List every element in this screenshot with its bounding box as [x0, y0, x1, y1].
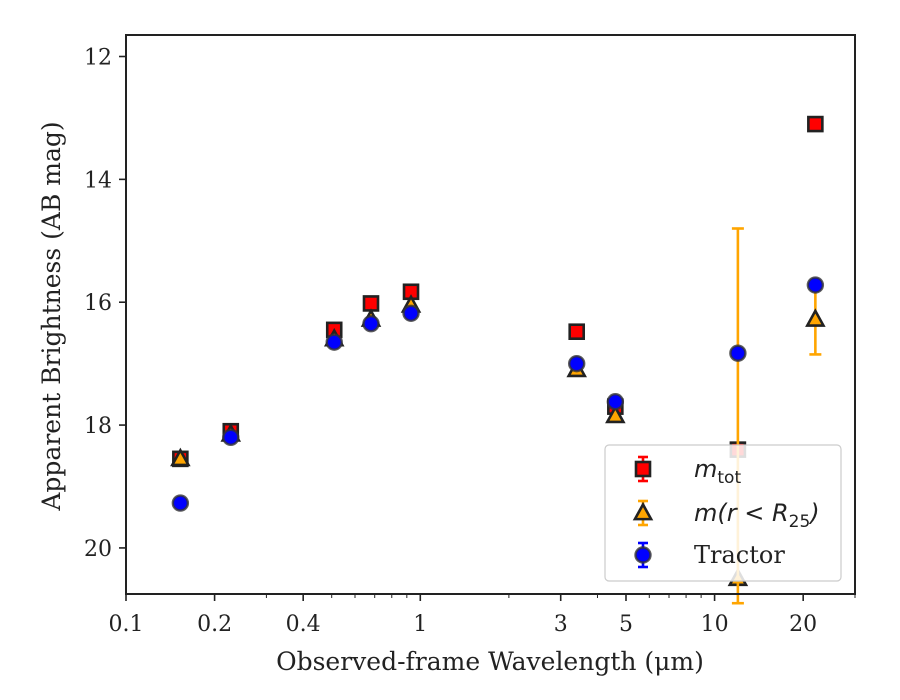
data-point-circle — [729, 344, 747, 362]
data-point-triangle — [170, 447, 191, 467]
legend-box — [604, 444, 842, 582]
y-axis-label: Apparent Brightness (AB mag) — [37, 121, 66, 511]
y-tick-label: 18 — [84, 414, 112, 439]
legend-marker-square — [634, 460, 652, 478]
data-point-circle — [362, 315, 380, 333]
legend-label: Tractor — [694, 541, 785, 569]
data-point-circle — [222, 428, 240, 447]
x-tick-label: 10 — [701, 612, 729, 637]
data-point-circle — [568, 354, 586, 373]
x-tick-label: 3 — [554, 612, 568, 637]
legend-marker-circle — [634, 546, 652, 564]
data-point-circle — [402, 304, 420, 322]
data-point-square — [568, 323, 586, 341]
legend-label: mtot — [694, 455, 741, 488]
data-point-circle — [806, 276, 825, 294]
axis-ticks: 0.1 0.2 0.4 1 3 5 10 20 12 14 16 18 20 — [84, 46, 856, 637]
data-point-circle — [171, 494, 190, 512]
legend: mtot m(r < R25) Tractor — [604, 444, 842, 582]
y-tick-label: 12 — [84, 46, 112, 71]
x-tick-label: 0.1 — [109, 612, 144, 637]
data-point-square — [807, 115, 824, 133]
x-tick-label: 1 — [413, 612, 427, 637]
data-point-triangle — [605, 404, 626, 424]
y-tick-label: 16 — [84, 291, 112, 316]
y-tick-label: 20 — [84, 537, 112, 562]
x-axis-label: Observed-frame Wavelength (μm) — [276, 647, 704, 676]
x-tick-label: 5 — [619, 612, 633, 637]
data-point-circle — [606, 393, 625, 411]
legend-marker-triangle — [632, 501, 654, 521]
legend-label: m(r < R25) — [694, 499, 820, 532]
data-point-circle — [325, 333, 343, 351]
x-tick-label: 20 — [789, 612, 817, 637]
data-point-triangle — [805, 308, 826, 327]
plot-frame — [125, 34, 856, 595]
x-tick-label: 0.4 — [286, 612, 321, 637]
y-tick-label: 14 — [84, 168, 112, 193]
x-tick-label: 0.2 — [197, 612, 232, 637]
